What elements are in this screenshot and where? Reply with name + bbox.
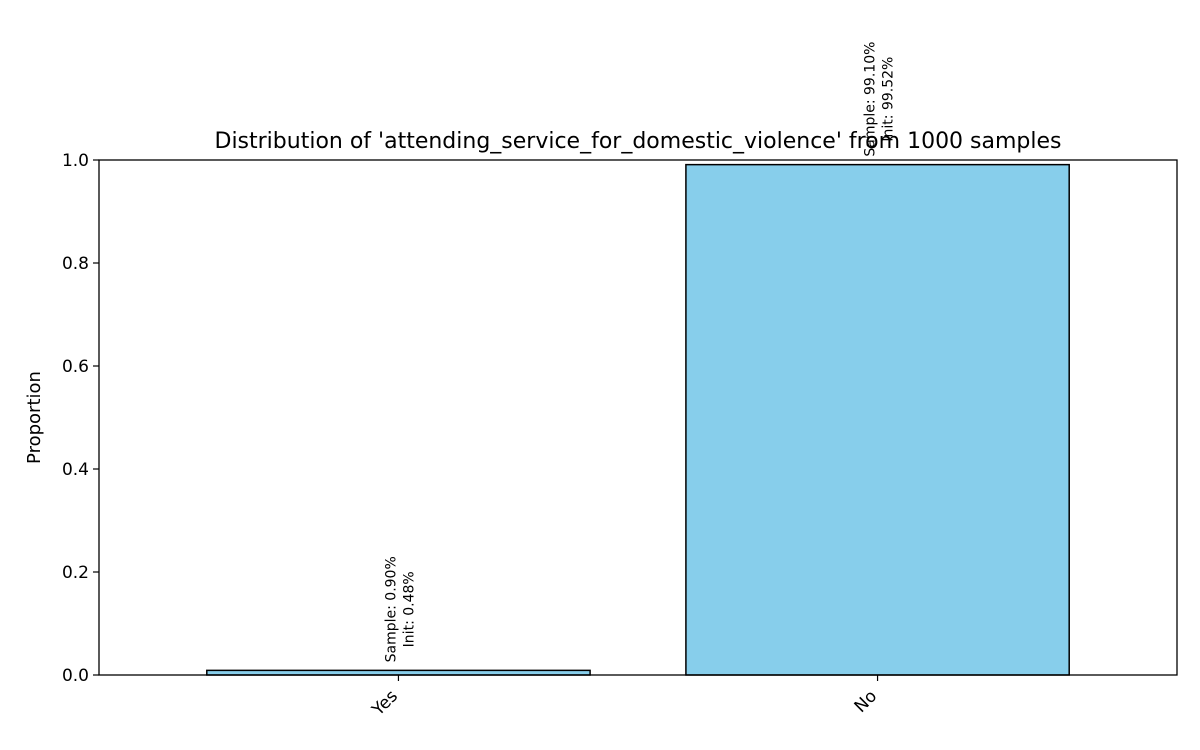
bars-group (206, 163, 1070, 676)
bar-annotations-group: Sample: 0.90% Init: 0.48%Sample: 99.10% In… (383, 42, 896, 663)
plot-frame (98, 159, 1178, 676)
annotation-sample: Sample: 99.10% (863, 42, 879, 157)
y-tick-label: 1.0 (62, 151, 89, 171)
bar-annotation: Sample: 99.10% Init: 99.52% (863, 42, 897, 157)
y-tick-label: 0.0 (62, 666, 89, 686)
y-tick-label: 0.4 (62, 460, 89, 480)
y-tick-label: 0.6 (62, 357, 89, 377)
y-axis-ticks: 0.0 0.2 0.4 0.6 0.8 1.0 (62, 151, 99, 686)
annotation-sample: Sample: 0.90% (383, 556, 399, 662)
bar-no (685, 163, 1070, 676)
bar-yes (206, 669, 591, 676)
y-axis-title: Proportion (24, 371, 45, 464)
bar-annotation: Sample: 0.90% Init: 0.48% (383, 556, 417, 662)
x-tick-label: Yes (368, 686, 402, 720)
y-tick-label: 0.8 (62, 254, 89, 274)
annotation-init: Init: 0.48% (401, 571, 417, 647)
annotation-init: Init: 99.52% (881, 57, 897, 142)
x-axis-ticks: Yes No (368, 675, 881, 721)
chart-title: Distribution of 'attending_service_for_d… (215, 129, 1062, 154)
x-tick-label: No (851, 686, 881, 716)
y-tick-label: 0.2 (62, 563, 89, 583)
